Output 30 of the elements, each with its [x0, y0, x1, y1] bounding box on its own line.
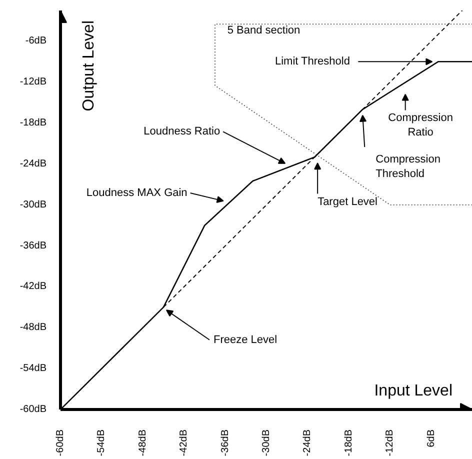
annotation: Loudness MAX Gain [86, 186, 188, 199]
y-tick-label: -6dB [25, 36, 47, 47]
y-axis-title: Output Level [80, 20, 98, 112]
y-tick-label: -36dB [20, 240, 47, 252]
annotation: Compression Threshold [376, 153, 440, 180]
y-tick-label: -54dB [20, 363, 47, 374]
y-tick-label: -12dB [20, 76, 47, 88]
y-tick-label: -30dB [20, 199, 47, 210]
y-tick-label: -24dB [20, 158, 47, 170]
x-tick-label: -36dB [220, 429, 231, 456]
y-tick-label: -48dB [20, 322, 47, 334]
x-tick-label: -48dB [137, 429, 148, 456]
x-tick-label: 6dB [426, 429, 437, 448]
x-tick-label: -30dB [261, 429, 272, 456]
x-tick-label: -42dB [178, 429, 190, 456]
x-tick-label: -60dB [55, 429, 66, 456]
y-tick-label: -42dB [20, 281, 47, 292]
y-tick-label: -60dB [20, 404, 47, 415]
annotation: Target Level [318, 196, 378, 208]
x-axis-title: Input Level [374, 382, 452, 400]
x-tick-label: -24dB [302, 429, 314, 456]
x-tick-label: -12dB [384, 429, 396, 456]
x-tick-label: -54dB [96, 429, 108, 456]
annotation: Loudness Ratio [144, 125, 220, 138]
y-tick-label: -18dB [20, 118, 47, 129]
annotation: 5 Band section [227, 24, 300, 36]
annotation: Compression Ratio [388, 112, 453, 139]
annotation: Freeze Level [214, 334, 278, 346]
x-tick-label: -18dB [343, 429, 354, 456]
annotation: Limit Threshold [274, 56, 350, 68]
